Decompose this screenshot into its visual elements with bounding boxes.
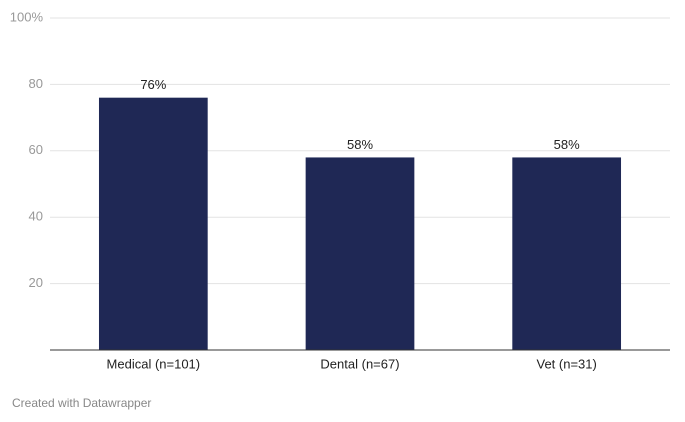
credit: Created with Datawrapper — [12, 396, 151, 410]
y-tick-label: 20 — [29, 275, 43, 290]
value-label: 58% — [347, 137, 373, 152]
bar — [98, 97, 208, 351]
bar — [512, 157, 622, 350]
value-label: 58% — [554, 137, 580, 152]
x-tick-label: Dental (n=67) — [320, 356, 399, 371]
y-tick-label: 80 — [29, 76, 43, 91]
value-label: 76% — [140, 77, 166, 92]
y-tick-label: 40 — [29, 209, 43, 224]
bar — [305, 157, 415, 350]
x-tick-label: Medical (n=101) — [107, 356, 201, 371]
y-tick-label: 100% — [10, 9, 44, 24]
y-tick-label: 60 — [29, 142, 43, 157]
x-tick-label: Vet (n=31) — [536, 356, 596, 371]
